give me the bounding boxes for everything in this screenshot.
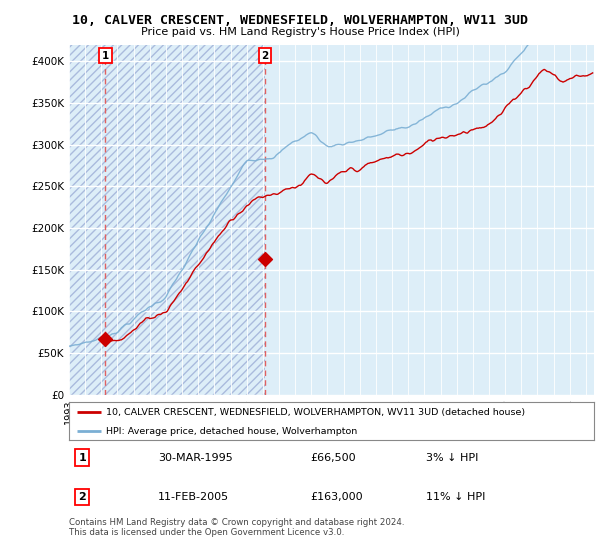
Text: 11% ↓ HPI: 11% ↓ HPI (426, 492, 485, 502)
Text: £66,500: £66,500 (311, 453, 356, 463)
Text: 10, CALVER CRESCENT, WEDNESFIELD, WOLVERHAMPTON, WV11 3UD: 10, CALVER CRESCENT, WEDNESFIELD, WOLVER… (72, 14, 528, 27)
Text: 3% ↓ HPI: 3% ↓ HPI (426, 453, 478, 463)
Point (101, 335, 110, 344)
Text: 30-MAR-1995: 30-MAR-1995 (158, 453, 233, 463)
Text: Contains HM Land Registry data © Crown copyright and database right 2024.
This d: Contains HM Land Registry data © Crown c… (69, 518, 404, 538)
Bar (265, 45, 594, 395)
Text: 1: 1 (78, 453, 86, 463)
Text: Price paid vs. HM Land Registry's House Price Index (HPI): Price paid vs. HM Land Registry's House … (140, 27, 460, 37)
Bar (69, 45, 265, 395)
Text: HPI: Average price, detached house, Wolverhampton: HPI: Average price, detached house, Wolv… (106, 427, 357, 436)
Text: 2: 2 (78, 492, 86, 502)
Text: £163,000: £163,000 (311, 492, 363, 502)
Text: 2: 2 (261, 50, 268, 60)
Text: 1: 1 (102, 50, 109, 60)
Point (260, 254, 269, 263)
Text: 10, CALVER CRESCENT, WEDNESFIELD, WOLVERHAMPTON, WV11 3UD (detached house): 10, CALVER CRESCENT, WEDNESFIELD, WOLVER… (106, 408, 525, 417)
Text: 11-FEB-2005: 11-FEB-2005 (158, 492, 229, 502)
